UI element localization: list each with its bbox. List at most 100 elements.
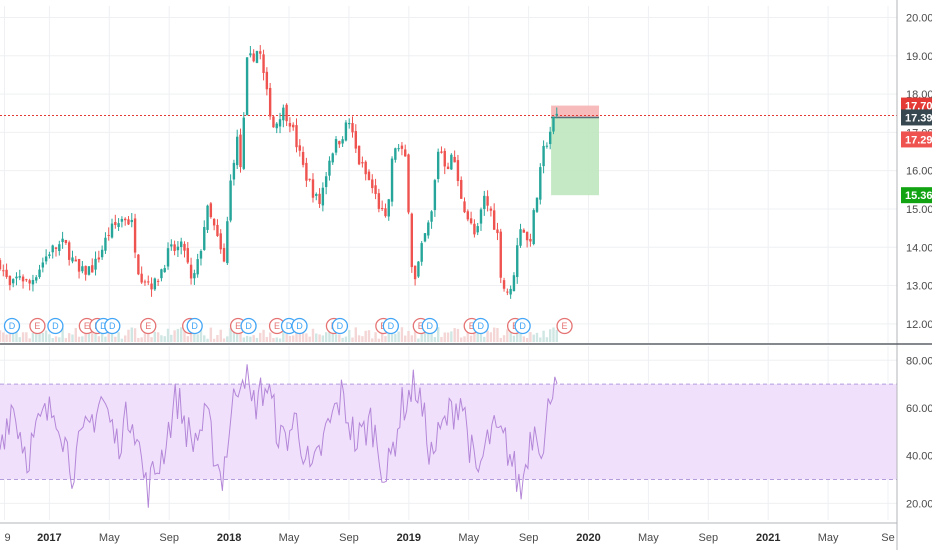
volume-bar <box>259 332 262 342</box>
volume-bar <box>334 334 338 342</box>
volume-bar <box>519 333 522 342</box>
dividend-marker[interactable]: D <box>47 317 64 335</box>
volume-bar <box>199 329 203 342</box>
dividend-marker[interactable]: D <box>3 317 21 335</box>
time-tick-label: May <box>818 532 839 544</box>
candle-body <box>21 276 25 282</box>
candle-body <box>275 123 278 129</box>
event-markers[interactable]: DEDEEDDEEDEDEDDEDEDEDEDEDE <box>3 317 573 335</box>
volume-bar <box>74 328 77 342</box>
volume-bar <box>535 332 539 342</box>
volume-bar <box>400 327 404 342</box>
candle-body <box>453 156 456 163</box>
earnings-marker[interactable]: E <box>268 317 286 335</box>
volume-bar <box>117 332 120 342</box>
time-tick-label: May <box>458 532 479 544</box>
candle-body <box>469 218 473 224</box>
time-tick-label: 2017 <box>37 532 61 544</box>
volume-bar <box>483 336 486 342</box>
candle-body <box>255 51 259 63</box>
dividend-marker[interactable]: D <box>514 317 531 335</box>
marker-circle <box>47 317 64 335</box>
candle-body <box>384 208 387 217</box>
volume-bar <box>150 337 153 342</box>
volume-bar <box>512 335 516 342</box>
marker-circle <box>514 317 531 335</box>
volume-bar <box>305 333 308 342</box>
price-axis-ticks: 12.0013.0014.0015.0016.0017.0018.0019.00… <box>906 12 932 330</box>
volume-bar <box>48 334 51 342</box>
dividend-marker[interactable]: D <box>240 317 257 335</box>
volume-bar <box>460 337 463 342</box>
oscillator-tick-label: 80.00 <box>906 355 932 367</box>
volume-bar <box>506 329 509 342</box>
volume-bar <box>466 330 470 342</box>
volume-bar <box>183 330 186 342</box>
volume-bar <box>77 336 81 342</box>
candle-body <box>94 258 97 270</box>
candle-body <box>525 231 529 241</box>
volume-bar <box>548 329 552 342</box>
candle-body <box>341 139 344 144</box>
candle-body <box>48 254 51 256</box>
candle-body <box>153 278 157 290</box>
candle-body <box>219 233 222 250</box>
marker-letter: E <box>562 321 568 331</box>
dividend-marker[interactable]: D <box>421 317 438 335</box>
dividend-marker[interactable]: D <box>382 317 399 335</box>
candle-body <box>133 218 137 253</box>
candle-body <box>97 257 101 260</box>
volume-bar <box>163 336 166 342</box>
volume-bar <box>446 332 450 342</box>
dividend-marker[interactable]: D <box>472 317 489 335</box>
candle-body <box>486 196 489 206</box>
candle-body <box>38 269 41 278</box>
volume-bar <box>64 338 68 342</box>
candlestick-series <box>0 45 558 299</box>
candle-body <box>555 113 558 116</box>
volume-bar <box>298 327 301 342</box>
candle-body <box>199 250 203 259</box>
candle-body <box>361 162 364 164</box>
candle-body <box>539 167 542 200</box>
volume-bar <box>186 336 189 342</box>
earnings-marker[interactable]: E <box>140 317 157 335</box>
volume-bar <box>338 334 341 342</box>
candle-body <box>285 104 288 122</box>
dividend-marker[interactable]: D <box>291 317 308 335</box>
volume-bar <box>545 337 549 342</box>
volume-bar <box>189 331 193 342</box>
volume-bar <box>413 328 417 342</box>
volume-bar <box>492 327 496 342</box>
candle-body <box>120 218 124 222</box>
volume-bar <box>275 337 278 342</box>
volume-bar <box>84 330 87 342</box>
dividend-marker[interactable]: D <box>104 317 121 335</box>
oscillator-tick-label: 60.00 <box>906 403 932 415</box>
marker-circle <box>3 317 21 335</box>
candle-body <box>166 248 170 267</box>
candle-body <box>18 276 21 278</box>
volume-bar <box>265 336 269 342</box>
candle-body <box>295 125 298 148</box>
candle-body <box>212 218 216 226</box>
candle-body <box>532 210 535 245</box>
candle-body <box>440 151 443 153</box>
dividend-marker[interactable]: D <box>186 317 203 335</box>
earnings-marker[interactable]: E <box>29 317 46 335</box>
volume-bar <box>153 331 157 342</box>
volume-bar <box>348 329 351 342</box>
marker-circle <box>556 317 573 335</box>
volume-bar <box>58 337 61 342</box>
marker-letter: D <box>337 321 344 331</box>
candle-body <box>160 269 163 279</box>
volume-bar <box>282 329 285 342</box>
dividend-marker[interactable]: D <box>331 317 349 335</box>
earnings-marker[interactable]: E <box>556 317 573 335</box>
candle-body <box>334 139 338 153</box>
candle-body <box>321 187 325 206</box>
volume-bar <box>479 327 483 342</box>
short-position-tool[interactable] <box>551 105 599 196</box>
oscillator-axis-ticks: 20.00 40.00 60.00 80.00 <box>906 355 932 510</box>
